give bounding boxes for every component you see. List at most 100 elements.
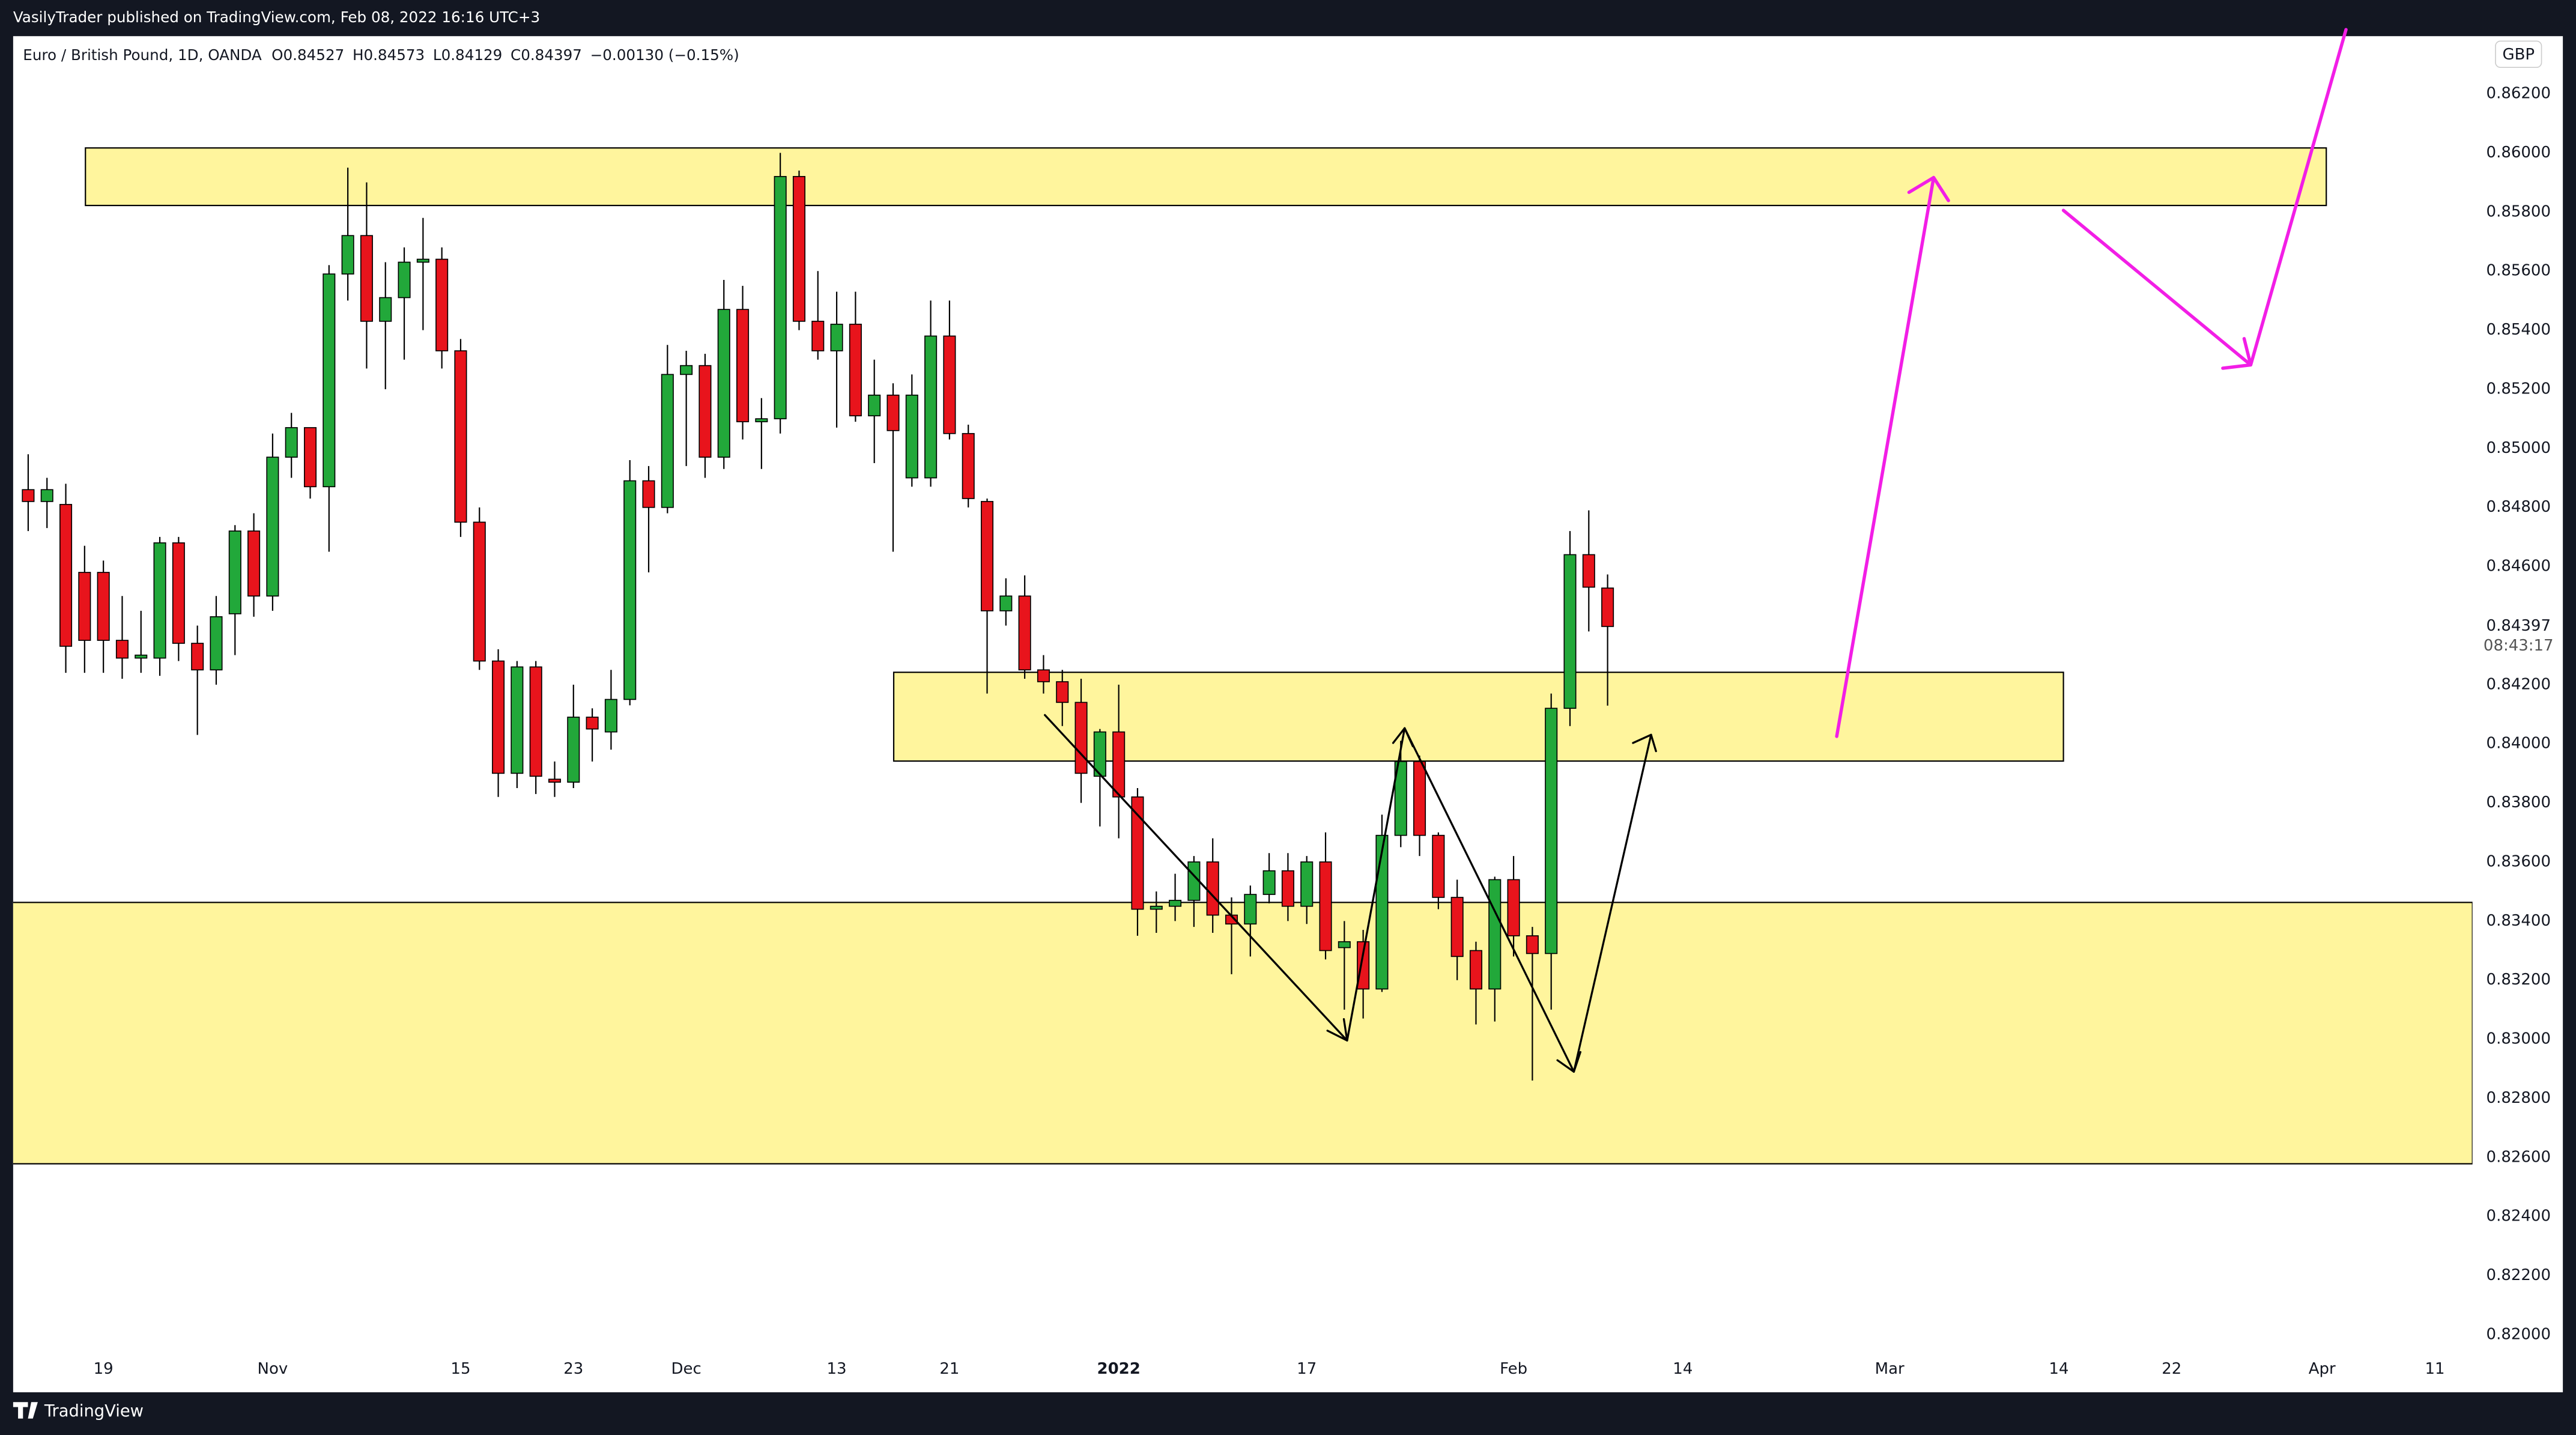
candle-body — [172, 542, 185, 644]
y-tick-label: 0.84800 — [2487, 498, 2551, 516]
x-tick-label: 14 — [2049, 1360, 2068, 1378]
candle-body — [1112, 731, 1126, 798]
candle-body — [792, 176, 805, 322]
candle-body — [1131, 796, 1144, 910]
candle-body — [1563, 554, 1577, 709]
candle-body — [1488, 879, 1502, 990]
candle-body — [1545, 708, 1558, 954]
candle-body — [661, 374, 674, 508]
x-tick-label: 19 — [94, 1360, 114, 1378]
ohlc-value: L0.84129 — [433, 46, 502, 64]
y-tick-label: 0.82400 — [2487, 1207, 2551, 1225]
y-tick-label: 0.83600 — [2487, 852, 2551, 870]
candle-body — [642, 480, 655, 508]
candle-body — [1507, 879, 1520, 936]
candle-body — [623, 480, 637, 700]
candle-body — [97, 572, 110, 641]
candle-body — [303, 427, 317, 488]
candle-body — [529, 666, 542, 777]
candle-body — [943, 335, 956, 434]
y-tick-label: 0.82800 — [2487, 1089, 2551, 1107]
candle-body — [266, 457, 279, 597]
candle-body — [1206, 861, 1219, 916]
candle-body — [1244, 894, 1257, 925]
candle-body — [962, 432, 975, 499]
y-tick-label: 0.84000 — [2487, 735, 2551, 753]
candle-body — [1450, 897, 1464, 957]
y-tick-label: 0.84200 — [2487, 675, 2551, 693]
candle-body — [567, 717, 580, 783]
candle-body — [1150, 905, 1163, 910]
candle-body — [360, 235, 373, 322]
candle-body — [1093, 731, 1106, 777]
candle-body — [1394, 760, 1407, 836]
symbol-title: Euro / British Pound, 1D, OANDA — [23, 46, 262, 64]
candle-body — [247, 530, 261, 597]
candle-body — [40, 489, 53, 502]
candle-body — [680, 365, 693, 375]
brand-logo — [13, 1402, 38, 1419]
y-tick-label: 0.85200 — [2487, 380, 2551, 398]
ohlc-value: C0.84397 — [511, 46, 582, 64]
x-tick-label: 17 — [1297, 1360, 1317, 1378]
y-tick-label: 0.85800 — [2487, 202, 2551, 220]
candle-body — [905, 394, 918, 479]
candle-body — [135, 654, 148, 659]
candle-body — [398, 261, 411, 299]
candle-body — [492, 660, 505, 774]
candle-body — [1262, 870, 1276, 895]
drawings — [1044, 28, 2348, 1073]
candle-body — [1582, 554, 1595, 588]
candle-body — [341, 235, 354, 275]
candle-body — [1432, 834, 1445, 898]
axes: 0.86200 0.86000 0.85800 0.85600 0.85400 0.852… — [94, 85, 2551, 1378]
candle-body — [548, 778, 562, 783]
candle-body — [1357, 941, 1370, 990]
header: Euro / British Pound, 1D, OANDA O0.84527… — [23, 46, 739, 64]
y-tick-label: 0.82200 — [2487, 1266, 2551, 1284]
candle-body — [868, 394, 881, 417]
last-price: 0.84397 — [2487, 617, 2551, 635]
candle-body — [473, 521, 486, 662]
candle-body — [849, 323, 862, 417]
candle-body — [153, 542, 166, 659]
candle-body — [811, 321, 825, 351]
candle-body — [59, 503, 73, 647]
zone — [893, 672, 2064, 762]
candle-body — [1413, 760, 1426, 836]
y-tick-label: 0.83800 — [2487, 793, 2551, 812]
x-tick-label: Mar — [1875, 1360, 1905, 1378]
candle-body — [454, 350, 467, 523]
candle-body — [999, 595, 1013, 611]
candle-body — [416, 258, 429, 263]
projection-arrows — [1835, 28, 2348, 738]
zone — [85, 147, 2327, 207]
candle-body — [1375, 834, 1389, 990]
arrow-heads — [1326, 727, 1657, 1073]
countdown: 08:43:17 — [2484, 637, 2554, 655]
y-tick-label: 0.85400 — [2487, 321, 2551, 339]
candle-body — [323, 273, 336, 488]
y-tick-label: 0.83200 — [2487, 971, 2551, 989]
candle-body — [511, 666, 524, 774]
candle-body — [717, 309, 730, 458]
candle-body — [924, 335, 938, 479]
ohlc-value: −0.00130 (−0.15%) — [590, 46, 739, 64]
zone — [13, 902, 2473, 1165]
y-tick-label: 0.82600 — [2487, 1148, 2551, 1166]
zones — [13, 147, 2473, 1165]
candle-body — [228, 530, 241, 614]
candle-body — [1037, 669, 1050, 682]
candle-body — [604, 699, 617, 733]
y-tick-label: 0.86000 — [2487, 144, 2551, 162]
candles — [22, 153, 1614, 1081]
currency-badge — [2495, 40, 2542, 68]
x-tick-label: 15 — [450, 1360, 470, 1378]
candle-body — [699, 365, 712, 458]
candle-body — [1319, 861, 1332, 951]
candle-body — [1601, 587, 1614, 627]
candle-body — [774, 176, 787, 419]
candle-body — [435, 258, 449, 351]
